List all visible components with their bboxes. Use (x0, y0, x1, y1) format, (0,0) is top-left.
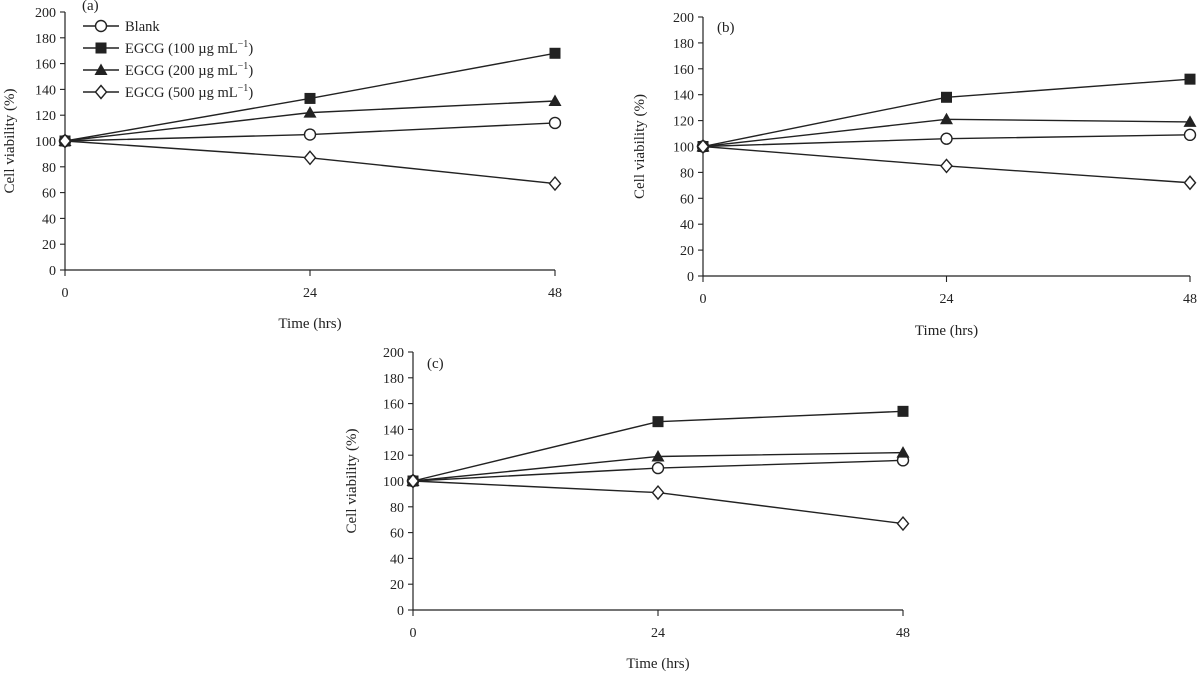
panel-c-y-tick-label: 20 (390, 578, 404, 593)
panel-b-series-1-point (941, 91, 952, 103)
legend-label-2: EGCG (200 µg mL−1) (125, 61, 253, 79)
panel-b-x-tick-label: 48 (1183, 292, 1197, 307)
panel-a-x-tick-label: 0 (62, 286, 69, 301)
legend-label-1: EGCG (100 µg mL−1) (125, 39, 253, 57)
panel-c-series-1-point (897, 405, 909, 417)
panel-a-y-tick-label: 60 (42, 187, 56, 202)
panel-c-x-tick-label: 48 (896, 626, 910, 641)
panel-a-x-axis-title: Time (hrs) (278, 316, 341, 332)
panel-b-series-2-point (1183, 115, 1197, 127)
panel-b-series-3-point (696, 138, 710, 155)
panel-c-label: (c) (427, 356, 444, 372)
panel-b-y-tick-label: 180 (673, 37, 694, 52)
panel-a-series-3-point (303, 150, 317, 166)
panel-c-y-tick-label: 80 (390, 501, 404, 516)
legend-marker-1 (95, 42, 107, 54)
panel-c-y-tick-label: 180 (383, 372, 404, 387)
panel-b-y-tick-label: 0 (687, 270, 694, 285)
panel-c-series-1-point (652, 416, 664, 428)
panel-a-y-tick-label: 200 (35, 6, 56, 21)
panel-a-series-2-point (303, 106, 317, 118)
panel-a-x-tick-label: 24 (303, 286, 317, 301)
panel-c-series-2-point (651, 449, 665, 462)
panel-b-y-tick-label: 100 (673, 141, 694, 156)
panel-b-chart: 0 20 40 60 80 100 120 140 160 180 200 0 24 48 Time (hr… (632, 11, 1197, 339)
panel-b-x-tick-label: 24 (940, 292, 954, 307)
panel-a-x-tick-label: 48 (548, 286, 562, 301)
panel-c-x-tick-label: 0 (410, 626, 417, 641)
panel-a-label: (a) (82, 0, 99, 14)
panel-a-y-tick-label: 160 (35, 58, 56, 73)
panel-b-x-tick-label: 0 (700, 292, 707, 307)
panel-c-series-2-point (896, 446, 910, 458)
panel-a-y-tick-label: 20 (42, 238, 56, 253)
panel-c-series-0-point (651, 461, 665, 475)
panel-c-y-tick-label: 0 (397, 604, 404, 619)
panel-b-series-3-point (940, 158, 953, 174)
legend-label-0: Blank (125, 19, 160, 35)
panel-b-y-tick-label: 120 (673, 115, 694, 130)
panel-a-y-tick-label: 120 (35, 109, 56, 124)
panel-a-series-0-point (548, 116, 562, 130)
legend-label-3: EGCG (500 µg mL−1) (125, 83, 253, 101)
panel-b-label: (b) (717, 20, 735, 36)
panel-b-y-tick-label: 60 (680, 192, 694, 207)
panel-a-series-1-point (549, 47, 561, 59)
panel-c-series-3-point (406, 473, 420, 489)
panel-b-series-2-point (940, 112, 953, 125)
panel-c-y-tick-label: 60 (390, 527, 404, 542)
legend: Blank EGCG (100 µg mL−1) EGCG (200 µg mL−1… (83, 19, 253, 101)
panel-a-series-3-point (548, 175, 562, 192)
panel-a-series-3-point (58, 133, 72, 149)
legend-marker-0 (94, 19, 108, 33)
panel-b-y-tick-label: 20 (680, 244, 694, 259)
panel-c-y-tick-label: 120 (383, 449, 404, 464)
panel-a-y-axis-title: Cell viability (%) (2, 89, 18, 194)
panel-b-y-tick-label: 200 (673, 11, 694, 26)
panel-b-series-3-point (1183, 175, 1197, 191)
panel-b-series-1-point (1184, 73, 1196, 85)
panel-c-y-tick-label: 160 (383, 398, 404, 413)
panel-a-y-tick-label: 0 (49, 264, 56, 279)
panel-b-y-tick-label: 80 (680, 166, 694, 181)
legend-marker-2 (94, 63, 108, 75)
panel-a-series-0-point (303, 128, 317, 141)
panel-c-y-tick-label: 140 (383, 423, 404, 438)
panel-a-y-tick-label: 100 (35, 135, 56, 150)
panel-b-series-0-point (1183, 128, 1197, 142)
panel-a-y-tick-label: 80 (42, 161, 56, 176)
panel-c-chart: 0 20 40 60 80 100 120 140 160 180 200 0 24 48 Time (hr… (344, 346, 910, 672)
panel-a-chart: 0 20 40 60 80 100 120 140 160 180 200 0 24 48 Time (hr… (2, 0, 562, 332)
panel-b-series-0-point (940, 132, 953, 145)
panel-c-y-tick-label: 40 (390, 552, 404, 567)
panel-a-series-2-point (548, 94, 562, 107)
panel-b-y-axis-title: Cell viability (%) (632, 94, 648, 199)
panel-c-y-tick-label: 200 (383, 346, 404, 361)
panel-c-x-axis-title: Time (hrs) (626, 656, 689, 672)
panel-c-series-3-point (651, 485, 665, 501)
panel-b-x-axis-title: Time (hrs) (915, 323, 978, 339)
panel-b-y-tick-label: 160 (673, 63, 694, 78)
legend-marker-3 (94, 84, 108, 100)
panel-c-y-axis-title: Cell viability (%) (344, 429, 360, 534)
panel-c-x-tick-label: 24 (651, 626, 665, 641)
panel-a-series-1-point (304, 92, 316, 104)
panel-a-y-tick-label: 140 (35, 83, 56, 98)
panel-b-y-tick-label: 40 (680, 218, 694, 233)
panel-c-y-tick-label: 100 (383, 475, 404, 490)
panel-a-y-tick-label: 180 (35, 32, 56, 47)
panel-b-y-tick-label: 140 (673, 89, 694, 104)
panel-c-series-3-point (896, 515, 910, 532)
panel-a-y-tick-label: 40 (42, 212, 56, 227)
